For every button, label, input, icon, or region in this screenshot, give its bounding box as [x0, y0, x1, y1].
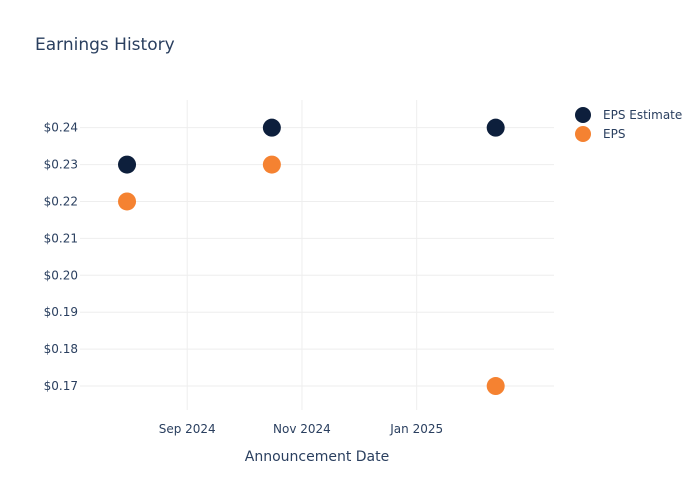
legend-item-eps[interactable]: EPS — [575, 126, 625, 142]
y-tick-label: $0.21 — [44, 231, 78, 245]
eps-point[interactable] — [262, 155, 281, 174]
y-tick-label: $0.20 — [44, 268, 78, 282]
legend-item-eps-estimate[interactable]: EPS Estimate — [575, 107, 682, 123]
legend-label: EPS Estimate — [603, 108, 682, 122]
chart-title: Earnings History — [35, 35, 175, 55]
grid-layer — [80, 100, 554, 410]
eps-point[interactable] — [118, 192, 137, 211]
eps-point[interactable] — [486, 377, 505, 396]
legend-marker — [575, 126, 591, 142]
eps-estimate-point[interactable] — [118, 155, 137, 174]
y-tick-label: $0.17 — [44, 379, 78, 393]
legend[interactable]: EPS Estimate EPS — [575, 107, 682, 142]
y-tick-label: $0.22 — [44, 194, 78, 208]
y-tick-label: $0.19 — [44, 305, 78, 319]
legend-marker — [575, 107, 591, 123]
eps-estimate-point[interactable] — [262, 118, 281, 137]
x-axis-title: Announcement Date — [245, 449, 389, 465]
legend-label: EPS — [603, 127, 625, 141]
y-tick-label: $0.24 — [44, 121, 78, 135]
ticks-layer: $0.17 $0.18 $0.19 $0.20 $0.21 $0.22 $0.23 $0.24… — [44, 121, 443, 436]
x-tick-label: Sep 2024 — [159, 422, 216, 436]
x-tick-label: Jan 2025 — [389, 422, 443, 436]
marks-layer — [118, 118, 505, 396]
y-tick-label: $0.18 — [44, 342, 78, 356]
y-tick-label: $0.23 — [44, 158, 78, 172]
eps-estimate-point[interactable] — [486, 118, 505, 137]
x-tick-label: Nov 2024 — [273, 422, 331, 436]
